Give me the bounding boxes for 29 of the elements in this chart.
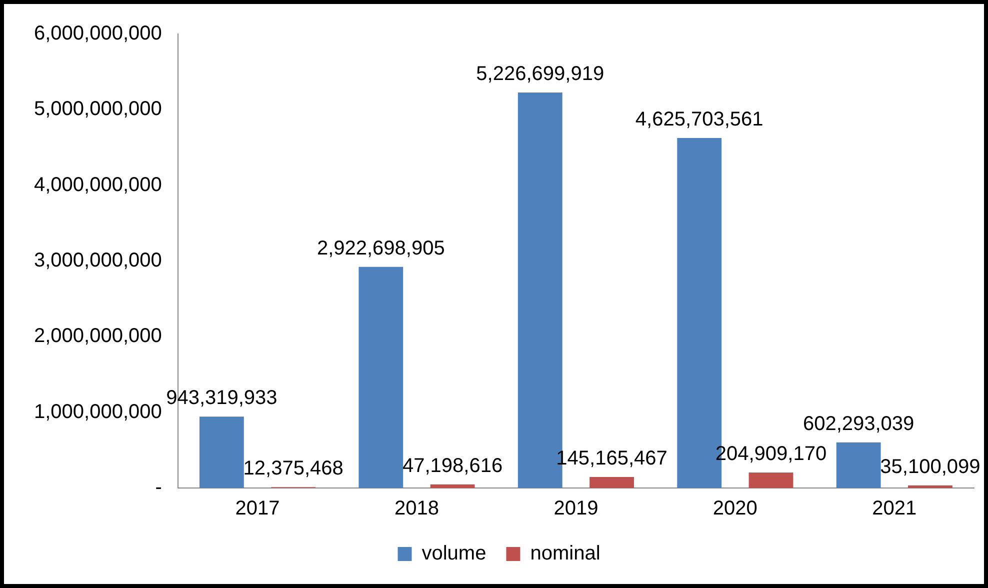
- data-label: 12,375,468: [243, 458, 344, 480]
- y-tick-label: 4,000,000,000: [34, 174, 162, 196]
- y-tick-label: 3,000,000,000: [34, 250, 162, 272]
- y-tick-label: 5,000,000,000: [34, 98, 162, 120]
- data-label: 943,319,933: [166, 387, 278, 410]
- legend-label: nominal: [530, 542, 600, 565]
- data-label: 47,198,616: [402, 454, 503, 477]
- data-label: 2,922,698,905: [316, 237, 445, 260]
- bar: [430, 484, 475, 488]
- x-tick-label: 2018: [394, 498, 439, 520]
- bar: [199, 416, 244, 488]
- legend-label: volume: [422, 542, 486, 565]
- bar: [836, 442, 881, 488]
- y-tick-label: -: [155, 476, 162, 499]
- data-label: 5,226,699,919: [476, 63, 604, 86]
- bar: [358, 266, 404, 488]
- y-tick-label: 6,000,000,000: [34, 22, 162, 45]
- bar: [590, 477, 634, 488]
- y-tick-label: 2,000,000,000: [34, 325, 162, 348]
- x-tick-label: 2017: [235, 498, 280, 520]
- bar: [908, 485, 952, 488]
- y-tick-label: 1,000,000,000: [34, 400, 162, 423]
- x-tick-label: 2021: [872, 498, 917, 520]
- data-label: 35,100,099: [880, 456, 980, 478]
- bar: [748, 472, 794, 488]
- data-label: 602,293,039: [802, 412, 914, 435]
- x-tick-label: 2020: [712, 498, 758, 520]
- x-tick-label: 2019: [554, 498, 598, 520]
- data-label: 4,625,703,561: [635, 108, 764, 131]
